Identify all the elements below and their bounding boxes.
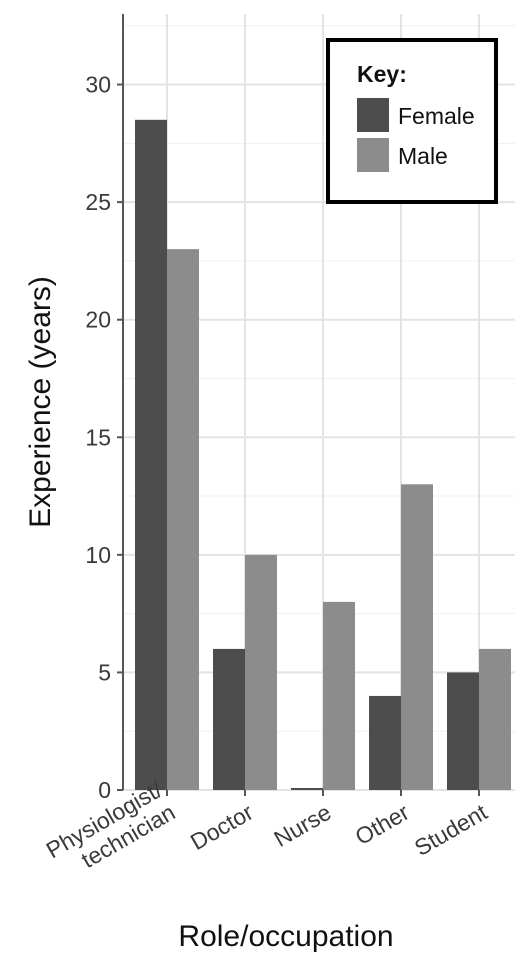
- y-tick-label: 25: [85, 189, 111, 215]
- bar-male-4: [479, 648, 511, 790]
- bar-female-1: [213, 648, 245, 790]
- legend-label-female: Female: [398, 103, 475, 129]
- x-tick-label: Other: [351, 799, 414, 850]
- x-tick-label-group: Doctor: [186, 799, 258, 856]
- x-tick-label: Student: [410, 798, 492, 860]
- legend: Key: Female Male: [326, 38, 498, 204]
- legend-label-male: Male: [398, 143, 448, 169]
- legend-box: [326, 38, 498, 204]
- x-tick-label-group: Nurse: [269, 799, 335, 852]
- bar-female-2: [291, 788, 323, 790]
- x-tick-label-group: Other: [351, 799, 414, 850]
- y-tick-label: 20: [85, 307, 111, 333]
- y-axis-title: Experience (years): [24, 276, 57, 528]
- bar-female-0: [135, 119, 167, 791]
- legend-swatch-female: [357, 98, 389, 132]
- y-tick-label: 15: [85, 424, 111, 450]
- x-tick-label: Nurse: [269, 799, 335, 852]
- y-tick-label: 10: [85, 542, 111, 568]
- y-tick-label: 5: [98, 659, 111, 685]
- x-tick-label: Doctor: [186, 799, 258, 856]
- bar-female-4: [447, 672, 479, 790]
- x-axis-title: Role/occupation: [178, 920, 393, 953]
- bar-male-1: [245, 554, 277, 790]
- bar-male-2: [323, 601, 355, 790]
- x-tick-label-group: Student: [410, 798, 492, 860]
- bar-male-3: [401, 484, 433, 790]
- bars: [135, 119, 511, 791]
- y-tick-label: 30: [85, 72, 111, 98]
- bar-male-0: [167, 249, 199, 791]
- y-axis-ticks: 0 5 10 15 20 25 30: [85, 72, 123, 803]
- bar-female-3: [369, 695, 401, 790]
- legend-title: Key:: [357, 61, 407, 87]
- y-tick-label: 0: [98, 777, 111, 803]
- legend-swatch-male: [357, 138, 389, 172]
